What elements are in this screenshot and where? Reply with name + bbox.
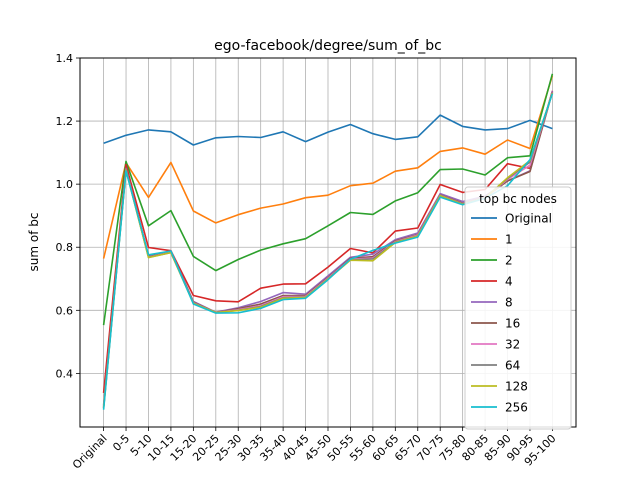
legend-label-256: 256 [505, 401, 528, 415]
chart-title: ego-facebook/degree/sum_of_bc [214, 38, 442, 54]
y-tick-label: 1.0 [56, 178, 74, 191]
y-tick-label: 1.4 [56, 52, 74, 65]
legend-box [464, 186, 572, 430]
legend-label-128: 128 [505, 380, 528, 394]
legend-label-32: 32 [505, 338, 520, 352]
legend-label-1: 1 [505, 233, 513, 247]
series-line-1 [102, 75, 554, 259]
x-axis: Original 0-55-1010-1515-2020-2525-3030-35… [70, 427, 559, 472]
legend-label-8: 8 [505, 296, 513, 310]
y-axis-label: sum of bc [27, 213, 41, 272]
y-tick-label: 0.4 [56, 367, 74, 380]
x-tick-label: Original [70, 432, 110, 472]
series-line-original [103, 114, 553, 146]
y-axis: 0.4 0.6 0.8 1.0 1.2 1.4 [56, 52, 80, 380]
legend: top bc nodes Original 1 2 4 8 16 32 64 128 256 [464, 186, 572, 430]
y-tick-label: 1.2 [56, 115, 74, 128]
legend-label-16: 16 [505, 317, 520, 331]
legend-label-64: 64 [505, 359, 520, 373]
legend-label-4: 4 [505, 275, 513, 289]
legend-label-2: 2 [505, 254, 513, 268]
legend-title: top bc nodes [479, 192, 557, 206]
y-tick-label: 0.6 [56, 304, 74, 317]
series-line-2 [102, 73, 554, 326]
legend-label-original: Original [505, 212, 552, 226]
y-tick-label: 0.8 [56, 241, 74, 254]
